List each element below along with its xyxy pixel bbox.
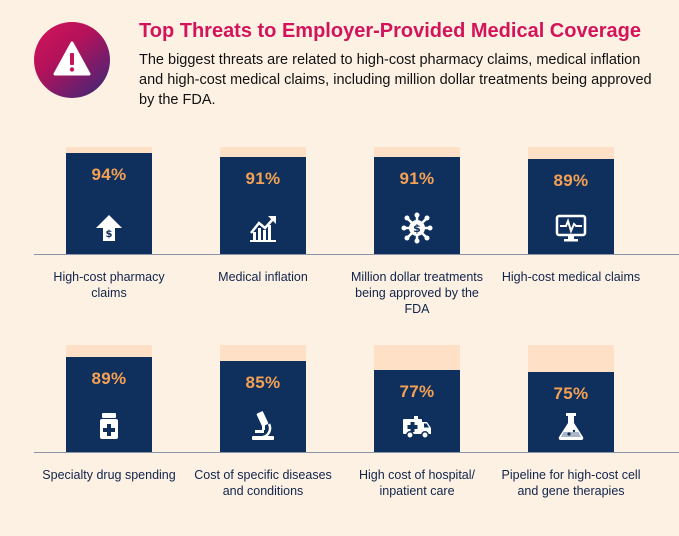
bar-3: 91% $ [374, 157, 460, 254]
bar-value-label: 77% [399, 382, 435, 401]
flask-icon [555, 410, 587, 442]
bar-8: 75% [528, 372, 614, 452]
category-label: Medical inflation [218, 270, 308, 284]
category-label: Specialty drug spending [42, 468, 176, 482]
bar-value-label: 89% [91, 369, 127, 388]
svg-text:$: $ [413, 222, 421, 235]
bar-value-label: 91% [245, 169, 281, 188]
category-label: High-cost medical claims [501, 270, 641, 284]
microscope-icon [247, 410, 279, 442]
rising-chart-icon [247, 212, 279, 244]
bar-4: 89% [528, 159, 614, 254]
medicine-bottle-icon [93, 410, 125, 442]
bar-2: 91% [220, 157, 306, 254]
ambulance-icon [401, 410, 433, 442]
category-label: Cost of specific diseases and conditions [194, 468, 332, 498]
bar-value-label: 91% [399, 169, 435, 188]
category-label: Million dollar treatments being approved… [351, 270, 483, 316]
dollar-virus-icon: $ [401, 212, 433, 244]
page-title: Top Threats to Employer-Provided Medical… [139, 20, 641, 42]
bar-value-label: 75% [553, 384, 589, 403]
bar-value-label: 89% [553, 171, 589, 190]
bar-6: 85% [220, 361, 306, 452]
bar-value-label: 85% [245, 373, 281, 392]
warning-icon [53, 41, 91, 76]
page-subtitle: The biggest threats are related to high-… [139, 52, 652, 108]
bar-value-label: 94% [91, 165, 127, 184]
category-label: High-cost pharmacy claims [53, 270, 165, 300]
dollar-up-arrow-icon: $ [93, 212, 125, 244]
row-baseline [34, 254, 679, 255]
alert-badge [34, 22, 110, 98]
bar-7: 77% [374, 370, 460, 452]
bar-5: 89% [66, 357, 152, 452]
bar-1: 94% $ [66, 153, 152, 254]
category-label: Pipeline for high-cost cell and gene the… [501, 468, 641, 498]
row-baseline [34, 452, 679, 453]
svg-text:$: $ [106, 229, 113, 240]
category-label: High cost of hospital/ inpatient care [358, 468, 476, 498]
heart-monitor-icon [555, 212, 587, 244]
